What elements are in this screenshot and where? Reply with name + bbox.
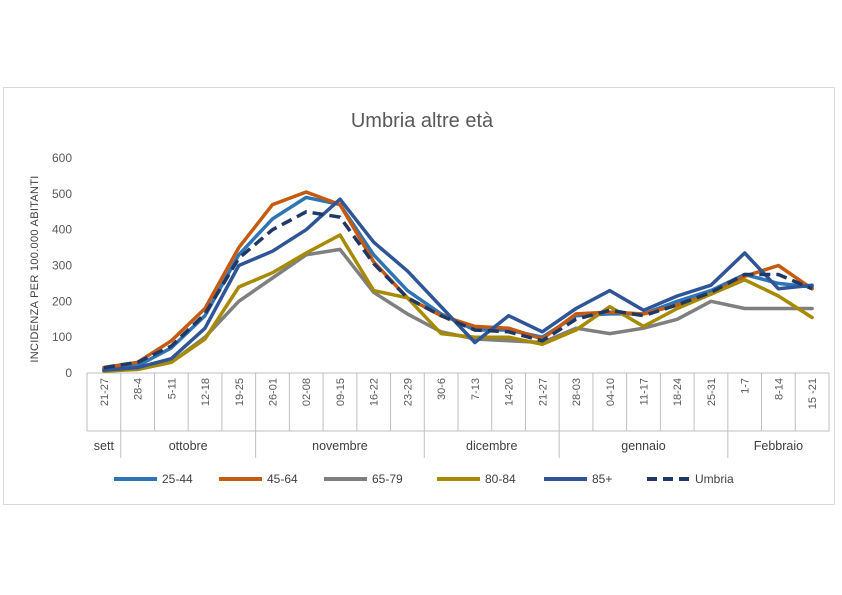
y-axis-ticks: 0 100 200 300 400 500 600 xyxy=(52,151,72,380)
legend-label: 80-84 xyxy=(485,472,516,486)
x-tick-label: 04-10 xyxy=(605,378,617,406)
series-line-85+ xyxy=(102,197,814,372)
y-tick-label: 200 xyxy=(52,294,72,308)
month-group-label: dicembre xyxy=(466,439,517,453)
month-group-label: ottobre xyxy=(169,439,208,453)
chart-frame: Umbria altre età INCIDENZA PER 100.000 A… xyxy=(3,87,835,505)
x-tick-label: 7-13 xyxy=(470,378,482,400)
y-axis-label: INCIDENZA PER 100.000 ABITANTI xyxy=(29,175,41,362)
x-tick-label: 25-31 xyxy=(706,378,718,406)
x-tick-label: 23-29 xyxy=(402,378,414,406)
legend-label: 25-44 xyxy=(162,472,193,486)
legend: 25-44 45-64 65-79 80-84 85+ Umbria xyxy=(114,472,734,486)
series-line-Umbria xyxy=(103,210,813,370)
y-tick-label: 0 xyxy=(65,366,72,380)
x-tick-label: 21-27 xyxy=(537,378,549,406)
x-tick-label: 02-08 xyxy=(301,378,313,406)
x-tick-label: 09-15 xyxy=(335,378,347,406)
x-tick-label: 28-4 xyxy=(133,378,145,400)
legend-label: 45-64 xyxy=(267,472,298,486)
y-tick-label: 600 xyxy=(52,151,72,165)
x-tick-label: 1-7 xyxy=(740,378,752,394)
y-tick-label: 100 xyxy=(52,330,72,344)
series-lines xyxy=(102,190,814,373)
x-tick-label: 8-14 xyxy=(773,378,785,400)
month-group-label: novembre xyxy=(312,439,368,453)
legend-label: 85+ xyxy=(592,472,612,486)
x-tick-label: 30-6 xyxy=(436,378,448,400)
month-group-label: gennaio xyxy=(621,439,666,453)
month-group-label: sett xyxy=(94,439,115,453)
x-tick-label: 16-22 xyxy=(369,378,381,406)
legend-label: 65-79 xyxy=(372,472,403,486)
x-tick-label: 15 -21 xyxy=(807,378,819,409)
series-line-25-44 xyxy=(102,195,814,371)
x-tick-label: 14-20 xyxy=(504,378,516,406)
y-tick-label: 500 xyxy=(52,187,72,201)
y-tick-label: 300 xyxy=(52,259,72,273)
line-chart: Umbria altre età INCIDENZA PER 100.000 A… xyxy=(29,110,830,486)
x-tick-label: 5-11 xyxy=(166,378,178,399)
x-tick-label: 18-24 xyxy=(672,378,684,406)
x-tick-label: 19-25 xyxy=(234,378,246,406)
x-tick-label: 21-27 xyxy=(99,378,111,406)
month-group-label: Febbraio xyxy=(754,439,803,453)
series-line-80-84 xyxy=(102,233,814,373)
chart-title: Umbria altre età xyxy=(351,110,494,132)
x-axis: 21-27 28-4 5-11 12-18 19-25 26-01 02-08 09-15 16… xyxy=(86,372,830,458)
x-tick-label: 28-03 xyxy=(571,378,583,406)
x-tick-label: 11-17 xyxy=(639,378,651,405)
legend-label: Umbria xyxy=(695,472,734,486)
series-line-45-64 xyxy=(102,190,814,370)
x-tick-label: 26-01 xyxy=(268,378,280,406)
x-tick-label: 12-18 xyxy=(200,378,212,406)
y-tick-label: 400 xyxy=(52,223,72,237)
